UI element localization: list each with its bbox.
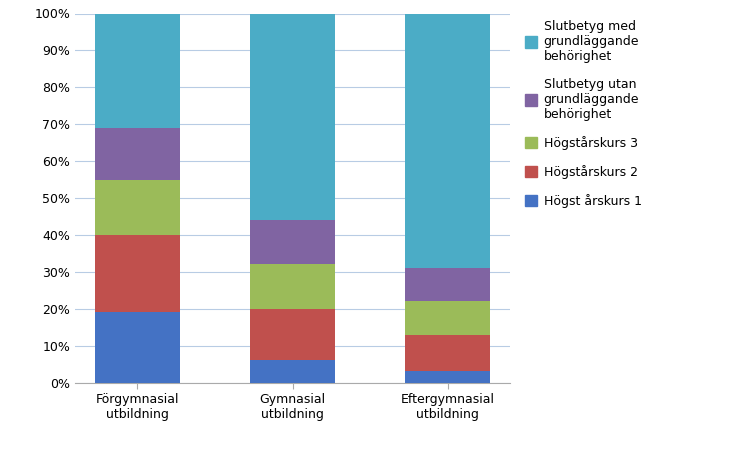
Bar — [405, 371, 490, 382]
Bar — [94, 180, 180, 235]
Bar — [405, 14, 490, 268]
Bar — [250, 309, 335, 360]
Bar — [250, 220, 335, 265]
Bar — [94, 235, 180, 312]
Bar — [405, 334, 490, 371]
Bar — [94, 312, 180, 382]
Bar — [405, 302, 490, 334]
Legend: Slutbetyg med
grundläggande
behörighet, Slutbetyg utan
grundläggande
behörighet,: Slutbetyg med grundläggande behörighet, … — [525, 20, 642, 207]
Bar — [250, 265, 335, 309]
Bar — [250, 14, 335, 220]
Bar — [94, 128, 180, 180]
Bar — [405, 268, 490, 302]
Bar — [250, 360, 335, 382]
Bar — [94, 14, 180, 128]
